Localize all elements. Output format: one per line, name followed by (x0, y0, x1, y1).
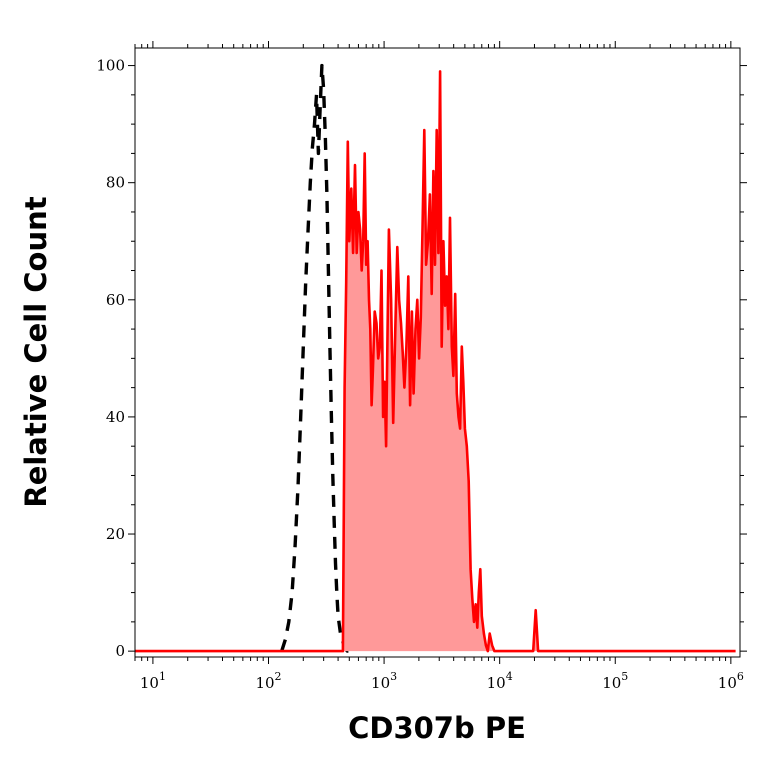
x-axis-title: CD307b PE (348, 711, 526, 745)
x-tick-label-1: 102 (255, 670, 281, 692)
plot-frame (134, 47, 741, 658)
y-tick-label-4: 80 (106, 174, 125, 192)
y-tick-label-1: 20 (106, 525, 125, 543)
x-tick-label-2: 103 (371, 670, 397, 692)
x-tick-label-5: 106 (718, 670, 744, 692)
y-tick-label-5: 100 (96, 57, 125, 75)
y-axis-title: Relative Cell Count (19, 196, 53, 507)
series-line-1 (135, 70, 736, 653)
axes: 101 102 103 104 105 106 0 20 40 60 80 100 (96, 41, 747, 692)
y-tick-label-3: 60 (106, 291, 125, 309)
y-tick-label-0: 0 (115, 642, 125, 660)
y-tick-label-2: 40 (106, 408, 125, 426)
x-tick-label-3: 104 (487, 670, 513, 692)
plot-area (135, 63, 736, 653)
series-fill-1 (135, 71, 736, 652)
series-line-0 (280, 63, 355, 653)
x-tick-label-4: 105 (602, 670, 628, 692)
x-tick-label-0: 101 (140, 670, 166, 692)
